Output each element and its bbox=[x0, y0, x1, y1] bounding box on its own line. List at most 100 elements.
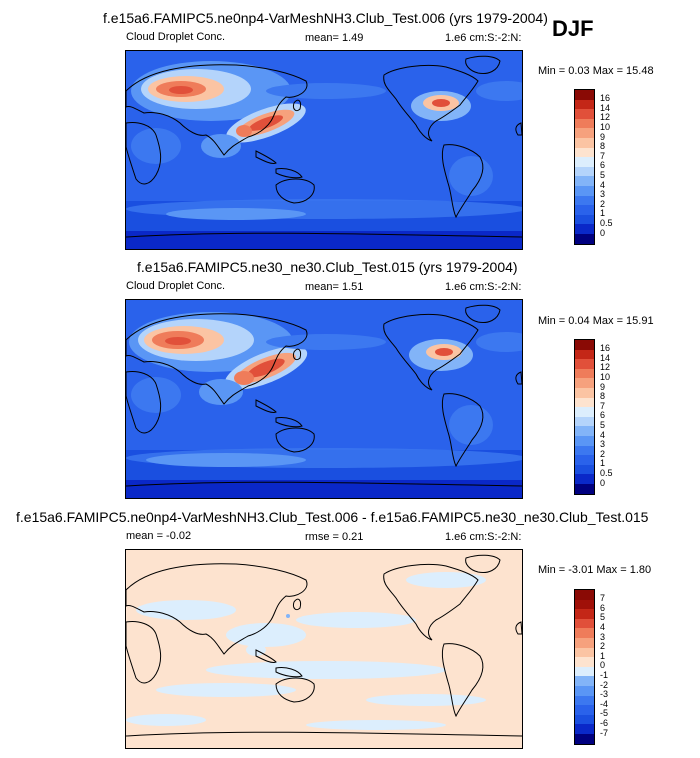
colorbar-swatch bbox=[575, 137, 594, 148]
field-natlantic bbox=[476, 81, 522, 101]
coastline-path bbox=[293, 598, 301, 611]
colorbar-swatch bbox=[575, 359, 594, 369]
colorbar-swatch bbox=[575, 445, 594, 456]
panel-2-title: f.e15a6.FAMIPC5.ne30_ne30.Club_Test.015 … bbox=[137, 259, 518, 275]
colorbar-swatch bbox=[575, 426, 594, 436]
field-africa bbox=[131, 377, 181, 413]
coastline-path bbox=[255, 399, 277, 413]
colorbar-tick-label: 9 bbox=[600, 131, 606, 142]
field-asia-3 bbox=[236, 125, 252, 137]
field-neg-1 bbox=[136, 600, 236, 620]
panel-2-mean-label: mean= 1.51 bbox=[305, 281, 364, 293]
colorbar-tick-label: 0 bbox=[600, 477, 606, 488]
colorbar-swatch bbox=[575, 109, 594, 119]
colorbar-swatch bbox=[575, 99, 594, 110]
colorbar-tick-label: -7 bbox=[600, 727, 609, 738]
colorbar-swatch bbox=[575, 185, 594, 196]
colorbar-tick-label: 10 bbox=[600, 371, 611, 382]
panel-2-variable-label: Cloud Droplet Conc. bbox=[126, 280, 226, 292]
panel-2-units-label: 1.e6 cm:S:-2:N: bbox=[445, 281, 522, 293]
coastline-path bbox=[383, 563, 479, 641]
colorbar-tick-label: 5 bbox=[600, 169, 606, 180]
field-neg-9 bbox=[306, 720, 446, 730]
field-npacific bbox=[266, 83, 386, 99]
coastline-path bbox=[275, 677, 315, 703]
panel-3-minmax-label: Min = -3.01 Max = 1.80 bbox=[538, 564, 652, 576]
panel-1-coastlines bbox=[126, 55, 522, 238]
colorbar-tick-label: 2 bbox=[600, 198, 606, 209]
colorbar-swatch bbox=[575, 647, 594, 658]
colorbar-tick-label: -2 bbox=[600, 679, 609, 690]
colorbar-swatch bbox=[575, 128, 594, 138]
colorbar-tick-label: 2 bbox=[600, 641, 606, 652]
coastline-path bbox=[515, 621, 522, 635]
colorbar-tick-label: 0.5 bbox=[600, 467, 613, 478]
panel-3-units-label: 1.e6 cm:S:-2:N: bbox=[445, 531, 522, 543]
field-namerica-peak bbox=[432, 99, 450, 107]
colorbar-swatch bbox=[575, 724, 594, 734]
colorbar-tick-label: 6 bbox=[600, 160, 606, 171]
colorbar-swatch bbox=[575, 435, 594, 446]
colorbar-tick-label: 4 bbox=[600, 429, 606, 440]
field-neg-4 bbox=[206, 661, 446, 679]
field-neg-5 bbox=[156, 683, 296, 697]
field-samerica bbox=[449, 156, 493, 196]
coastline-path bbox=[275, 427, 315, 453]
colorbar-swatch bbox=[575, 214, 594, 225]
colorbar-tick-label: 12 bbox=[600, 362, 611, 373]
colorbar-swatch bbox=[575, 599, 594, 610]
colorbar-swatch bbox=[575, 590, 594, 600]
colorbar-tick-label: 0.5 bbox=[600, 217, 613, 228]
coastline-path bbox=[293, 348, 301, 361]
colorbar-tick-label: 16 bbox=[600, 93, 611, 104]
panel-2-coastlines bbox=[126, 304, 522, 487]
coastline-path bbox=[441, 643, 484, 718]
colorbar-swatch bbox=[575, 407, 594, 417]
panel-3-title: f.e15a6.FAMIPC5.ne0np4-VarMeshNH3.Club_T… bbox=[16, 509, 649, 525]
colorbar-swatch bbox=[575, 464, 594, 475]
colorbar-tick-label: 14 bbox=[600, 352, 611, 363]
colorbar-tick-label: 1 bbox=[600, 458, 606, 469]
field-asia-peak bbox=[247, 358, 285, 378]
colorbar-tick-label: 14 bbox=[600, 102, 611, 113]
colorbar-swatch bbox=[575, 455, 594, 465]
colorbar-tick-label: 7 bbox=[600, 593, 606, 604]
coastline-path bbox=[126, 371, 162, 434]
colorbar-swatch bbox=[575, 628, 594, 638]
panel-1-variable-label: Cloud Droplet Conc. bbox=[126, 31, 226, 43]
coastline-path bbox=[515, 122, 522, 136]
colorbar-swatch bbox=[575, 609, 594, 619]
colorbar-swatch bbox=[575, 205, 594, 215]
colorbar-swatch bbox=[575, 176, 594, 186]
colorbar-tick-label: 3 bbox=[600, 439, 606, 450]
coastline-path bbox=[275, 168, 303, 179]
coastline-path bbox=[293, 99, 301, 112]
colorbar-tick-label: 2 bbox=[600, 448, 606, 459]
field-neg-7 bbox=[406, 572, 486, 588]
coastline-path bbox=[126, 563, 308, 655]
colorbar-swatch bbox=[575, 368, 594, 379]
panel-1-colorbar bbox=[574, 89, 595, 245]
coastline-path bbox=[126, 621, 162, 684]
colorbar-tick-label: 5 bbox=[600, 612, 606, 623]
colorbar-swatch bbox=[575, 378, 594, 388]
panel-1-minmax-label: Min = 0.03 Max = 15.48 bbox=[538, 65, 654, 77]
colorbar-tick-label: -6 bbox=[600, 717, 609, 728]
panel-2-map-svg bbox=[126, 300, 522, 498]
colorbar-swatch bbox=[575, 637, 594, 648]
field-natlantic bbox=[476, 332, 522, 352]
coastline-path bbox=[126, 232, 522, 238]
panel-1-map bbox=[125, 50, 523, 250]
colorbar-tick-label: 1 bbox=[600, 208, 606, 219]
colorbar-swatch bbox=[575, 666, 594, 677]
field-south-asia bbox=[201, 134, 241, 158]
coastline-path bbox=[465, 304, 501, 323]
colorbar-swatch bbox=[575, 733, 594, 744]
field-band-midlat-2 bbox=[146, 453, 306, 467]
colorbar-swatch bbox=[575, 685, 594, 696]
colorbar-swatch bbox=[575, 340, 594, 350]
colorbar-tick-label: 12 bbox=[600, 112, 611, 123]
coastline-path bbox=[441, 144, 484, 219]
colorbar-swatch bbox=[575, 90, 594, 100]
coastline-path bbox=[441, 393, 484, 468]
